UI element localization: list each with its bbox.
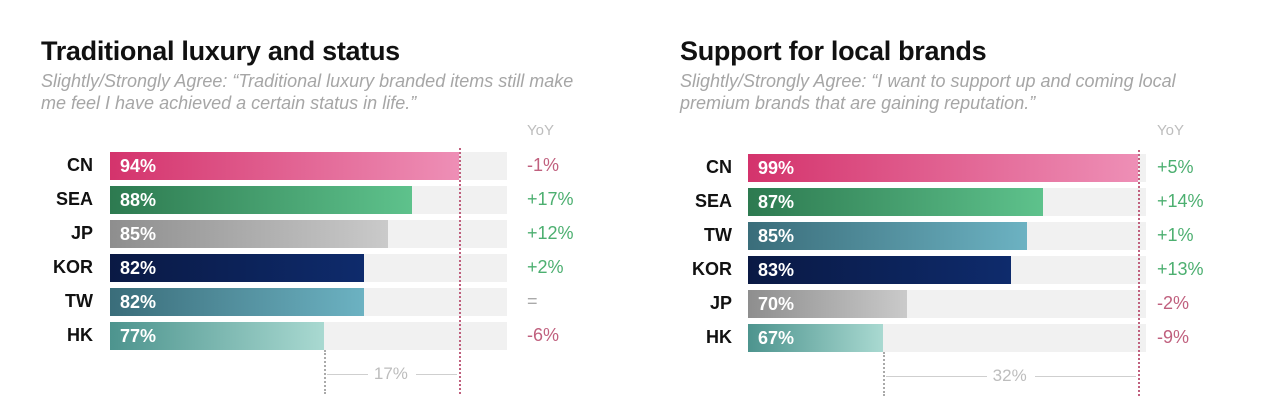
category-label: CN (706, 157, 732, 177)
chart-subtitle: Slightly/Strongly Agree: “Traditional lu… (41, 71, 574, 113)
category-label: KOR (692, 259, 732, 279)
bar: 82% (110, 254, 365, 282)
value-label: 94% (120, 156, 157, 176)
max-reference-line (1138, 150, 1141, 396)
bar: 82% (110, 288, 365, 316)
chart-local-brands: Support for local brands Slightly/Strong… (680, 0, 1280, 417)
yoy-value: +1% (1157, 225, 1194, 245)
yoy-value: -6% (527, 325, 560, 345)
value-label: 85% (758, 226, 795, 246)
bar: 88% (110, 186, 412, 214)
yoy-value: +13% (1157, 259, 1204, 279)
category-label: KOR (53, 257, 93, 277)
chart-traditional-luxury: Traditional luxury and status Slightly/S… (41, 0, 661, 417)
chart-subtitle: Slightly/Strongly Agree: “I want to supp… (680, 71, 1176, 113)
yoy-header: YoY (527, 122, 554, 139)
gap-line (327, 374, 368, 375)
bar-row: KOR 82% +2% (41, 254, 641, 282)
max-reference-line (459, 148, 462, 394)
min-reference-line (324, 350, 327, 394)
value-label: 87% (758, 192, 795, 212)
bar-row: CN 99% +5% (680, 154, 1280, 182)
gap-line (415, 374, 458, 375)
bar: 99% (748, 154, 1139, 182)
bar: 87% (748, 188, 1043, 216)
value-label: 70% (758, 294, 795, 314)
bar-row: TW 85% +1% (680, 222, 1280, 250)
yoy-value: -1% (527, 155, 560, 175)
yoy-value: -2% (1157, 293, 1190, 313)
category-label: TW (704, 225, 732, 245)
gap-line (1034, 376, 1137, 377)
value-label: 82% (120, 258, 157, 278)
category-label: TW (65, 291, 93, 311)
yoy-value: +17% (527, 189, 574, 209)
value-label: 88% (120, 190, 157, 210)
bar-row: HK 77% -6% (41, 322, 641, 350)
chart-title: Traditional luxury and status (41, 36, 400, 66)
value-label: 83% (758, 260, 795, 280)
value-label: 67% (758, 328, 795, 348)
value-label: 85% (120, 224, 157, 244)
gap-label: 17% (373, 364, 408, 383)
value-label: 77% (120, 326, 157, 346)
yoy-value: +2% (527, 257, 564, 277)
gap-line (886, 376, 987, 377)
category-label: SEA (55, 189, 93, 209)
bar: 67% (748, 324, 884, 352)
gap-label: 32% (992, 366, 1027, 385)
category-label: JP (709, 293, 732, 313)
bar-row: KOR 83% +13% (680, 256, 1280, 284)
category-label: SEA (694, 191, 732, 211)
bar-row: SEA 87% +14% (680, 188, 1280, 216)
bar: 85% (110, 220, 388, 248)
yoy-value: +5% (1157, 157, 1194, 177)
yoy-header: YoY (1157, 122, 1184, 139)
bar-row: HK 67% -9% (680, 324, 1280, 352)
value-label: 99% (758, 158, 795, 178)
bar-row: JP 85% +12% (41, 220, 641, 248)
bar: 83% (748, 256, 1011, 284)
chart-title: Support for local brands (680, 36, 987, 66)
category-label: JP (70, 223, 93, 243)
bar-row: CN 94% -1% (41, 152, 641, 180)
min-reference-line (883, 352, 886, 396)
bar: 70% (748, 290, 908, 318)
yoy-value: -9% (1157, 327, 1190, 347)
category-label: CN (67, 155, 93, 175)
yoy-value: +14% (1157, 191, 1204, 211)
yoy-value: = (527, 291, 538, 311)
bar-row: JP 70% -2% (680, 290, 1280, 318)
bar-row: TW 82% = (41, 288, 641, 316)
bar-row: SEA 88% +17% (41, 186, 641, 214)
bar: 94% (110, 152, 460, 180)
category-label: HK (706, 327, 732, 347)
value-label: 82% (120, 292, 157, 312)
yoy-value: +12% (527, 223, 574, 243)
category-label: HK (67, 325, 93, 345)
bar: 77% (110, 322, 325, 350)
bar: 85% (748, 222, 1027, 250)
